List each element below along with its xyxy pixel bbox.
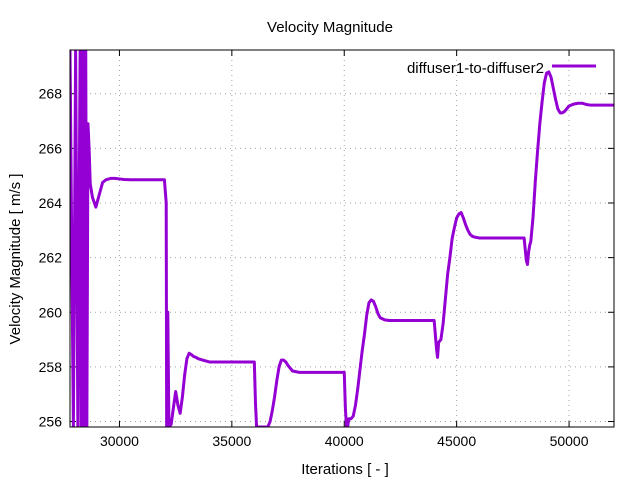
x-tick-label: 40000 (325, 433, 364, 449)
y-tick-label: 256 (39, 414, 63, 430)
y-tick-label: 268 (39, 86, 63, 102)
series-line-diffuser1-to-diffuser2 (70, 50, 614, 427)
y-tick-label: 266 (39, 140, 63, 156)
y-tick-label: 262 (39, 250, 63, 266)
y-axis-label: Velocity Magnitude [ m/s ] (7, 174, 24, 345)
y-tick-label: 264 (39, 195, 63, 211)
x-tick-label: 45000 (437, 433, 476, 449)
legend: diffuser1-to-diffuser2 (407, 60, 596, 77)
x-axis-ticks: 30000 35000 40000 45000 50000 (100, 50, 589, 449)
x-tick-label: 30000 (100, 433, 139, 449)
chart-title: Velocity Magnitude (267, 19, 393, 36)
x-tick-label: 50000 (550, 433, 589, 449)
y-tick-label: 260 (39, 304, 63, 320)
x-tick-label: 35000 (212, 433, 251, 449)
y-axis-ticks: 256 258 260 262 264 266 268 (39, 86, 614, 430)
y-tick-label: 258 (39, 359, 63, 375)
x-axis-label: Iterations [ - ] (301, 461, 389, 478)
legend-label: diffuser1-to-diffuser2 (407, 60, 544, 77)
grid-lines (70, 50, 614, 427)
plot-frame (69, 49, 615, 428)
